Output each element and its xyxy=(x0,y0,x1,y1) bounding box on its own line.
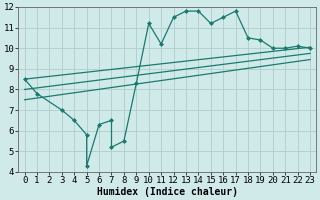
X-axis label: Humidex (Indice chaleur): Humidex (Indice chaleur) xyxy=(97,186,238,197)
